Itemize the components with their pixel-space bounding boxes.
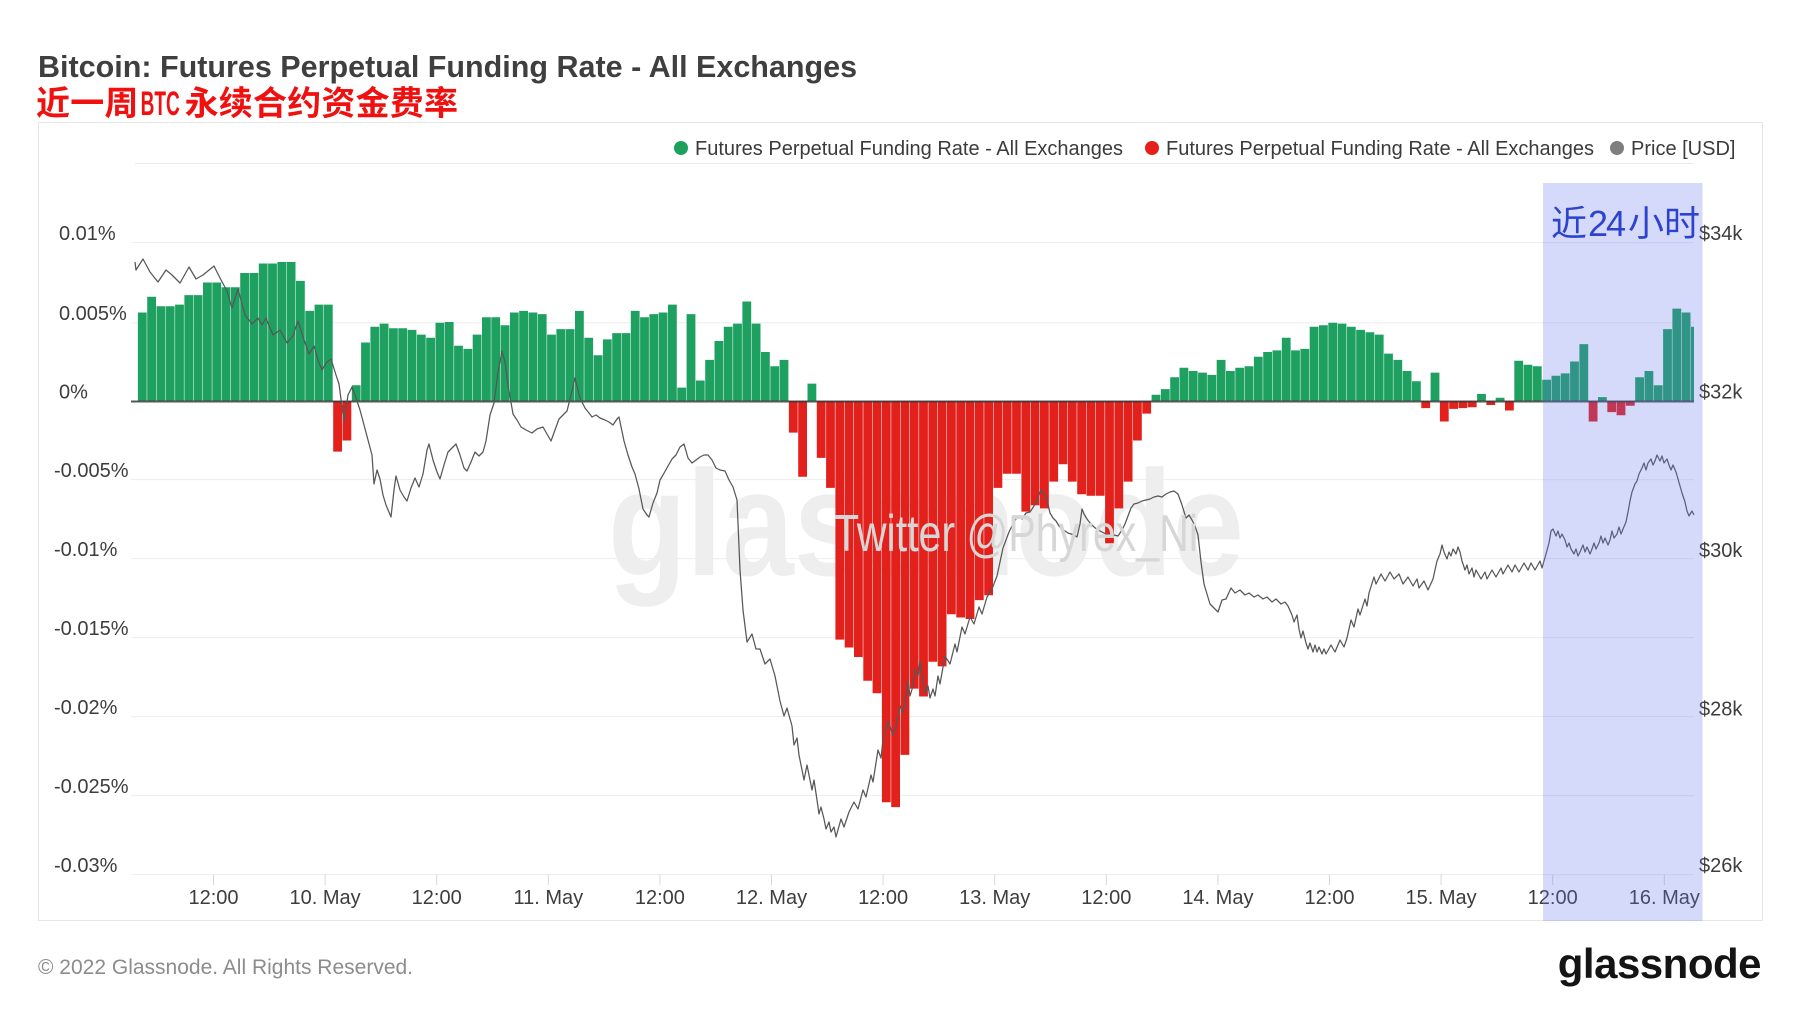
svg-text:24: 24 bbox=[1588, 203, 1626, 244]
svg-text:-0.01%: -0.01% bbox=[54, 539, 118, 561]
svg-text:Twitter @Phyrex_Ni: Twitter @Phyrex_Ni bbox=[834, 505, 1198, 563]
svg-text:11. May: 11. May bbox=[513, 887, 583, 909]
svg-text:0.01%: 0.01% bbox=[59, 223, 116, 245]
svg-text:10. May: 10. May bbox=[290, 887, 361, 909]
svg-text:12:00: 12:00 bbox=[412, 887, 462, 909]
svg-text:-0.025%: -0.025% bbox=[54, 776, 129, 798]
svg-text:-0.015%: -0.015% bbox=[54, 618, 129, 640]
svg-text:-0.005%: -0.005% bbox=[54, 460, 129, 482]
svg-text:Bitcoin: Futures Perpetual Fun: Bitcoin: Futures Perpetual Funding Rate … bbox=[38, 50, 857, 84]
svg-text:$32k: $32k bbox=[1699, 382, 1743, 404]
svg-text:14. May: 14. May bbox=[1182, 887, 1253, 909]
svg-text:0.005%: 0.005% bbox=[59, 303, 127, 325]
svg-text:$26k: $26k bbox=[1699, 855, 1743, 877]
svg-text:12. May: 12. May bbox=[736, 887, 807, 909]
svg-text:12:00: 12:00 bbox=[858, 887, 908, 909]
svg-text:© 2022 Glassnode. All Rights R: © 2022 Glassnode. All Rights Reserved. bbox=[38, 956, 413, 979]
svg-text:13. May: 13. May bbox=[959, 887, 1030, 909]
svg-text:0%: 0% bbox=[59, 382, 88, 404]
svg-text:$28k: $28k bbox=[1699, 699, 1743, 721]
svg-text:-0.03%: -0.03% bbox=[54, 855, 118, 877]
svg-text:$34k: $34k bbox=[1699, 223, 1743, 245]
svg-text:12:00: 12:00 bbox=[1528, 887, 1578, 909]
svg-text:$30k: $30k bbox=[1699, 540, 1743, 562]
svg-text:Price [USD]: Price [USD] bbox=[1631, 138, 1735, 160]
svg-text:12:00: 12:00 bbox=[1304, 887, 1354, 909]
svg-text:Futures Perpetual Funding Rate: Futures Perpetual Funding Rate - All Exc… bbox=[1166, 138, 1594, 160]
svg-text:12:00: 12:00 bbox=[188, 887, 238, 909]
svg-text:12:00: 12:00 bbox=[635, 887, 685, 909]
svg-text:12:00: 12:00 bbox=[1081, 887, 1131, 909]
svg-text:15. May: 15. May bbox=[1406, 887, 1477, 909]
svg-text:-0.02%: -0.02% bbox=[54, 697, 118, 719]
svg-text:glassnode: glassnode bbox=[1558, 940, 1761, 987]
svg-text:Futures Perpetual Funding Rate: Futures Perpetual Funding Rate - All Exc… bbox=[695, 138, 1123, 160]
svg-text:16. May: 16. May bbox=[1629, 887, 1700, 909]
svg-text:BTC: BTC bbox=[141, 84, 180, 122]
